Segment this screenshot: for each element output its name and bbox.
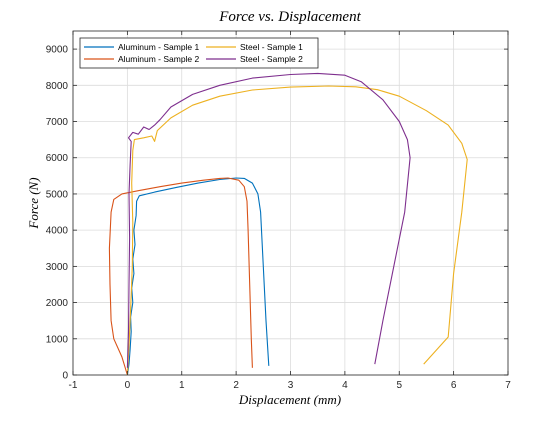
y-tick-label: 1000 [46, 334, 69, 345]
y-tick-label: 7000 [46, 117, 69, 128]
x-tick-label: 2 [233, 380, 239, 391]
y-tick-label: 6000 [46, 153, 69, 164]
y-tick-label: 2000 [46, 298, 69, 309]
x-tick-label: 1 [179, 380, 185, 391]
y-tick-label: 0 [62, 371, 68, 382]
x-tick-label: 0 [125, 380, 131, 391]
x-tick-label: -1 [69, 380, 78, 391]
x-tick-label: 7 [505, 380, 511, 391]
y-tick-label: 5000 [46, 189, 69, 200]
x-tick-label: 5 [396, 380, 402, 391]
legend-entry-4: Steel - Sample 2 [240, 54, 303, 64]
legend: Aluminum - Sample 1 Aluminum - Sample 2 St… [80, 38, 318, 68]
x-tick-label: 4 [342, 380, 348, 391]
chart-title: Force vs. Displacement [218, 9, 361, 25]
x-axis-label: Displacement (mm) [238, 392, 341, 407]
y-tick-label: 8000 [46, 81, 69, 92]
legend-entry-1: Aluminum - Sample 1 [118, 42, 200, 52]
y-tick-label: 9000 [46, 45, 69, 56]
x-tick-label: 3 [288, 380, 294, 391]
legend-entry-2: Aluminum - Sample 2 [118, 54, 200, 64]
x-tick-label: 6 [451, 380, 457, 391]
y-tick-label: 3000 [46, 262, 69, 273]
y-axis-label: Force (N) [26, 177, 41, 229]
y-tick-label: 4000 [46, 226, 69, 237]
legend-entry-3: Steel - Sample 1 [240, 42, 303, 52]
